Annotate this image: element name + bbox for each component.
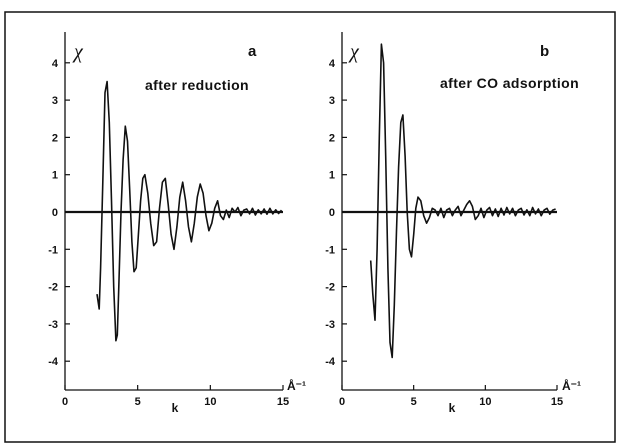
panel-a-ylabel: χ bbox=[72, 41, 84, 63]
panel-b-y-tick-label: 2 bbox=[329, 132, 335, 144]
panel-a-y-tick-label: 3 bbox=[52, 95, 58, 107]
panel-b-series-line bbox=[369, 43, 556, 359]
panel-b-xlabel: k bbox=[449, 401, 456, 415]
panel-a: χ a after reduction k Å⁻¹ 43210-1-2-3-40… bbox=[48, 32, 306, 415]
panel-a-y-tick-label: -1 bbox=[48, 244, 58, 256]
panel-b-x-tick-label: 0 bbox=[339, 396, 345, 408]
panel-a-x-unit: Å⁻¹ bbox=[287, 378, 306, 393]
panel-b-y-tick-label: 4 bbox=[329, 58, 336, 70]
panel-a-y-tick-label: 1 bbox=[52, 170, 58, 182]
panel-a-y-tick-label: 4 bbox=[52, 58, 59, 70]
panel-b-x-tick-label: 10 bbox=[479, 396, 491, 408]
panel-b-y-tick-label: -1 bbox=[325, 244, 335, 256]
panel-a-letter: a bbox=[248, 43, 257, 60]
panel-a-x-tick-label: 0 bbox=[62, 396, 68, 408]
panel-b-y-tick-label: -2 bbox=[325, 282, 335, 294]
panel-b-x-unit: Å⁻¹ bbox=[562, 378, 581, 393]
panel-a-y-tick-label: 2 bbox=[52, 132, 58, 144]
panel-a-x-tick-label: 5 bbox=[135, 396, 141, 408]
panel-b-x-tick-label: 5 bbox=[411, 396, 417, 408]
panel-b-y-tick-label: -3 bbox=[325, 319, 335, 331]
panel-b-annotation: after CO adsorption bbox=[440, 75, 579, 91]
panel-b-x-tick-label: 15 bbox=[551, 396, 563, 408]
panel-a-x-tick-label: 10 bbox=[204, 396, 216, 408]
figure-frame bbox=[4, 11, 616, 443]
panel-b-ylabel: χ bbox=[348, 41, 360, 63]
panel-a-y-tick-label: -3 bbox=[48, 319, 58, 331]
panel-a-series-line bbox=[96, 80, 283, 342]
panel-b: χ b after CO adsorption k Å⁻¹ 43210-1-2-… bbox=[325, 32, 581, 415]
panel-a-xlabel: k bbox=[172, 401, 179, 415]
panel-a-annotation: after reduction bbox=[145, 77, 249, 93]
panel-b-letter: b bbox=[540, 43, 549, 60]
panel-a-y-tick-label: -4 bbox=[48, 356, 59, 368]
panel-a-x-tick-label: 15 bbox=[277, 396, 289, 408]
panel-a-y-tick-label: 0 bbox=[52, 207, 58, 219]
panel-b-y-tick-label: 0 bbox=[329, 207, 335, 219]
panel-a-y-tick-label: -2 bbox=[48, 282, 58, 294]
panel-b-y-tick-label: 3 bbox=[329, 95, 335, 107]
panel-b-y-tick-label: 1 bbox=[329, 170, 335, 182]
panel-b-y-tick-label: -4 bbox=[325, 356, 336, 368]
